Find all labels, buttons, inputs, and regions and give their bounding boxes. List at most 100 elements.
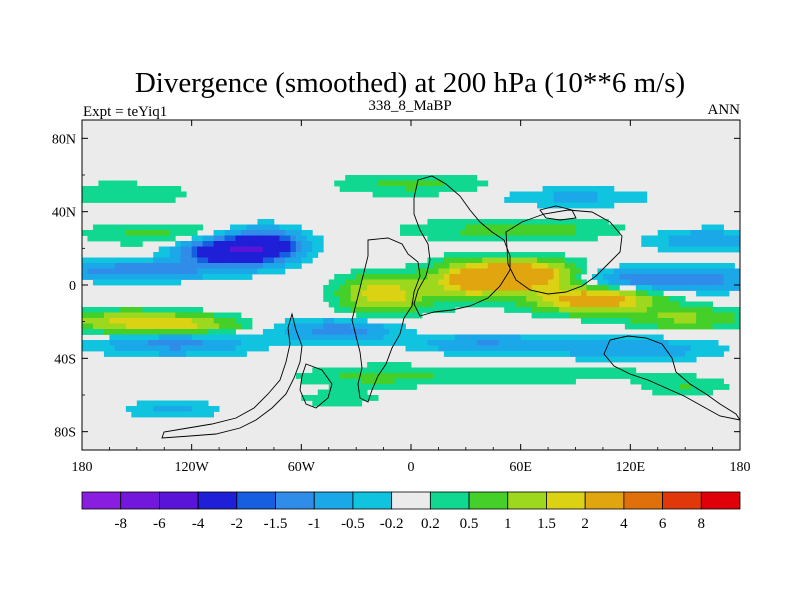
contour-cell [251,246,258,253]
contour-cell [712,224,719,231]
contour-cell [707,224,713,231]
contour-cell [432,257,439,264]
contour-cell [548,224,554,231]
contour-cell [114,340,121,346]
contour-cell [498,290,505,297]
x-tick-label: 0 [408,460,415,475]
colorbar-label: 1.5 [537,516,556,532]
contour-cell [613,340,620,346]
contour-cell [652,378,659,385]
contour-cell [520,263,527,269]
contour-cell [559,312,565,319]
contour-cell [685,246,692,253]
contour-cell [427,219,434,225]
contour-cell [411,378,417,385]
contour-cell [109,186,116,192]
contour-cell [389,279,395,286]
contour-cell [350,279,357,286]
contour-cell [454,274,461,280]
contour-cell [690,285,697,291]
contour-cell [246,345,253,352]
contour-cell [367,340,374,346]
contour-cell [98,307,105,313]
contour-cell [416,230,423,236]
contour-cell [180,268,187,275]
contour-cell [504,197,511,203]
contour-cell [476,263,483,269]
contour-cell [197,400,204,407]
contour-cell [186,252,193,258]
contour-cell [635,263,642,269]
contour-cell [230,351,236,357]
contour-cell [334,384,341,390]
contour-cell [356,384,363,390]
contour-cell [657,378,664,385]
contour-cell [624,373,631,379]
contour-cell [454,186,461,192]
contour-cell [515,263,522,269]
contour-cell [158,351,165,357]
contour-cell [712,268,719,275]
contour-cell [679,268,686,275]
contour-cell [317,323,324,330]
contour-cell [125,224,132,231]
contour-cell [685,323,692,330]
contour-cell [120,312,127,319]
contour-cell [109,279,116,286]
contour-cell [674,340,681,346]
contour-cell [718,224,724,231]
contour-cell [125,186,132,192]
contour-cell [328,367,335,374]
contour-cell [164,345,171,352]
contour-cell [471,274,478,280]
contour-cell [191,235,198,242]
contour-cell [186,329,193,335]
contour-cell [570,378,576,385]
contour-cell [542,219,549,225]
contour-cell [136,323,143,330]
contour-cell [630,263,637,269]
coastline-antarctic-fragment [299,363,333,409]
contour-cell [531,235,538,242]
contour-cell [284,329,291,335]
contour-cell [438,263,445,269]
contour-cell [537,197,543,203]
contour-cell [438,290,445,297]
contour-cell [164,274,171,280]
contour-cell [471,263,478,269]
contour-cell [235,268,242,275]
contour-cell [114,230,121,236]
contour-cell [411,384,417,390]
contour-cell [153,279,160,286]
contour-cell [175,274,182,280]
contour-cell [328,329,335,335]
contour-cell [630,296,637,302]
contour-cell [268,268,275,275]
contour-cell [712,340,719,346]
contour-cell [230,246,236,253]
contour-cell [454,263,461,269]
contour-cell [580,263,587,269]
contour-cell [306,373,313,379]
contour-cell [153,406,160,412]
contour-cell [87,268,94,275]
contour-cell [241,268,247,275]
contour-cell [548,219,554,225]
contour-cell [372,307,379,313]
contour-cell [208,345,214,352]
contour-cell [553,351,560,357]
contour-cell [219,257,225,264]
contour-cell [443,252,450,258]
contour-cell [449,219,456,225]
contour-cell [619,312,626,319]
contour-cell [602,351,609,357]
contour-cell [515,274,522,280]
contour-cell [602,307,609,313]
contour-cell [504,257,511,264]
contour-cell [438,279,445,286]
contour-cell [482,340,489,346]
contour-cell [131,312,138,319]
contour-cell [646,340,653,346]
contour-cell [411,312,417,319]
contour-cell [476,180,483,187]
